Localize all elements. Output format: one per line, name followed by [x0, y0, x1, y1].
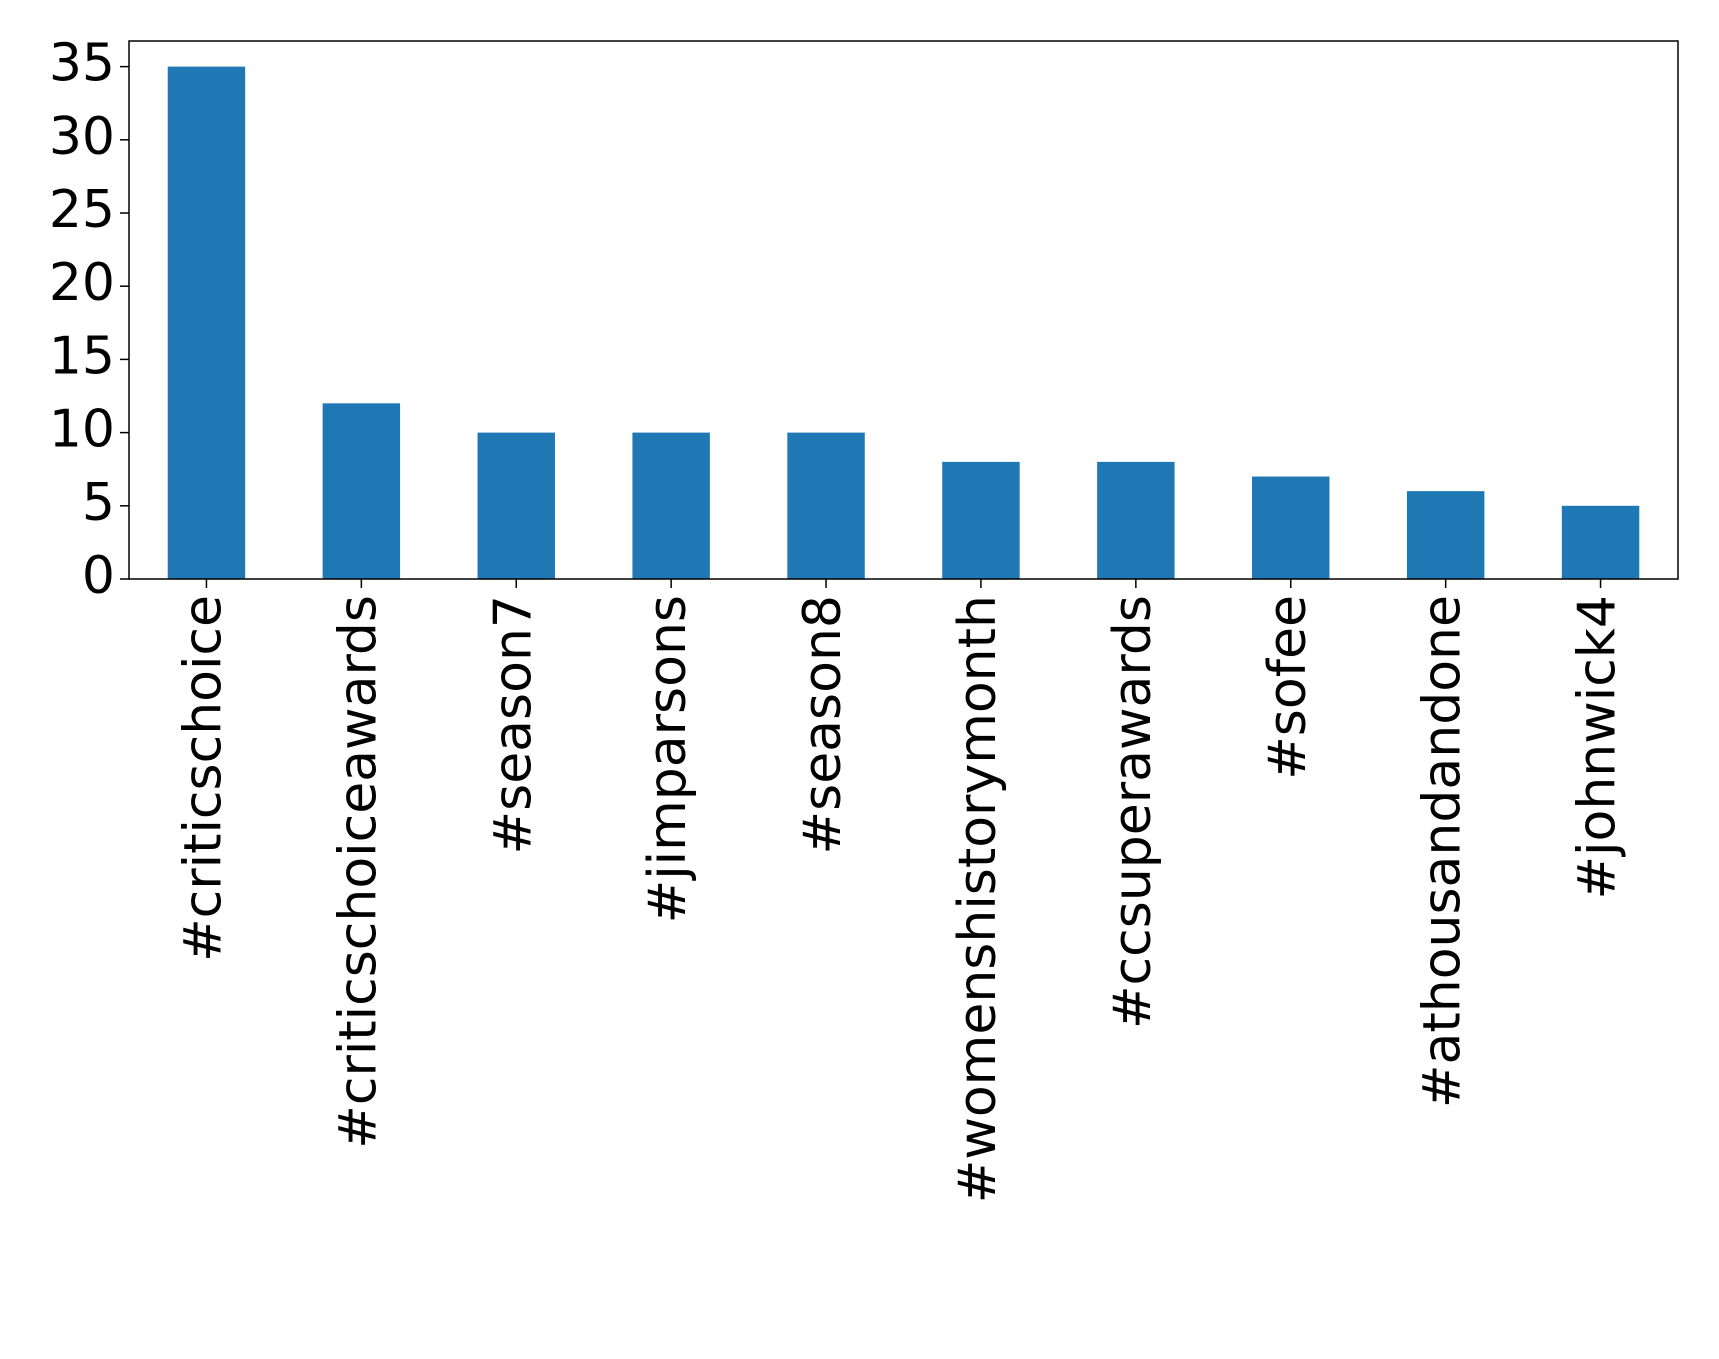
x-tick-label: #criticschoice — [173, 595, 233, 962]
bar — [1097, 461, 1175, 579]
plot-frame — [128, 40, 1679, 580]
x-tick-label: #season7 — [483, 595, 543, 854]
bar — [477, 432, 555, 579]
x-tick-label: #sofee — [1258, 595, 1318, 780]
y-tick-label: 25 — [49, 180, 115, 240]
y-tick-label: 20 — [49, 253, 115, 313]
y-tick-label: 35 — [49, 34, 115, 94]
x-tick-label: #season8 — [793, 595, 853, 854]
x-tick-label: #ccsuperawards — [1103, 595, 1163, 1029]
x-tick-label: #athousandandone — [1413, 595, 1473, 1108]
x-tick-label: #johnwick4 — [1568, 595, 1628, 900]
x-tick-label: #womenshistorymonth — [948, 595, 1008, 1203]
y-tick-label: 5 — [82, 473, 115, 533]
y-tick-label: 15 — [49, 326, 115, 386]
bar — [1561, 505, 1640, 579]
bar — [632, 432, 710, 579]
x-tick-label: #jimparsons — [638, 595, 698, 923]
bar — [1252, 476, 1330, 579]
x-tick-label: #criticschoiceawards — [328, 595, 388, 1149]
y-tick-label: 30 — [49, 107, 115, 167]
bar — [167, 66, 246, 580]
y-tick-label: 10 — [49, 400, 115, 460]
bar — [1406, 491, 1485, 579]
bar — [942, 461, 1020, 579]
bar — [787, 432, 865, 579]
bar — [322, 403, 401, 579]
y-tick-label: 0 — [82, 546, 115, 606]
